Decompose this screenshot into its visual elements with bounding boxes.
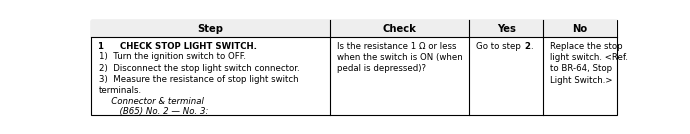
- Text: 2: 2: [524, 42, 530, 51]
- Text: when the switch is ON (when: when the switch is ON (when: [337, 53, 463, 62]
- Text: CHECK STOP LIGHT SWITCH.: CHECK STOP LIGHT SWITCH.: [120, 42, 257, 51]
- Text: Light Switch.>: Light Switch.>: [550, 76, 613, 85]
- Text: Go to step: Go to step: [476, 42, 524, 51]
- Text: Replace the stop: Replace the stop: [550, 42, 622, 51]
- Text: 3)  Measure the resistance of stop light switch: 3) Measure the resistance of stop light …: [99, 75, 299, 84]
- Text: terminals.: terminals.: [99, 86, 142, 95]
- Text: 1)  Turn the ignition switch to OFF.: 1) Turn the ignition switch to OFF.: [99, 52, 246, 61]
- Text: Connector & terminal: Connector & terminal: [104, 97, 204, 106]
- Text: Step: Step: [197, 23, 224, 34]
- Text: to BR-64, Stop: to BR-64, Stop: [550, 64, 612, 73]
- Text: light switch. <Ref.: light switch. <Ref.: [550, 53, 628, 62]
- Text: Check: Check: [383, 23, 417, 34]
- Text: .: .: [530, 42, 533, 51]
- Text: (B65) No. 2 — No. 3:: (B65) No. 2 — No. 3:: [104, 107, 209, 116]
- Text: pedal is depressed)?: pedal is depressed)?: [337, 64, 426, 73]
- Text: 1: 1: [97, 42, 104, 51]
- Text: No: No: [572, 23, 587, 34]
- Bar: [90, 20, 617, 37]
- Text: Yes: Yes: [497, 23, 515, 34]
- Text: Is the resistance 1 Ω or less: Is the resistance 1 Ω or less: [337, 42, 456, 51]
- Text: 2: 2: [524, 42, 530, 51]
- Text: 2)  Disconnect the stop light switch connector.: 2) Disconnect the stop light switch conn…: [99, 64, 299, 72]
